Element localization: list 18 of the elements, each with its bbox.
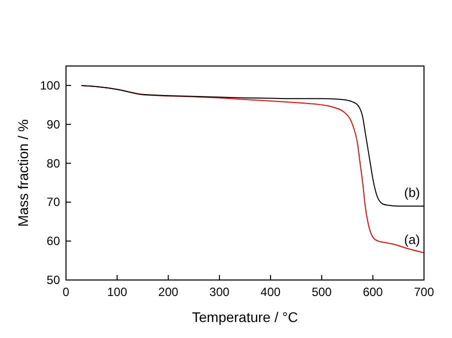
x-tick-label: 500	[312, 285, 332, 299]
x-axis-title: Temperature / °C	[192, 309, 298, 325]
x-tick-label: 0	[62, 285, 70, 299]
y-tick-label: 60	[46, 234, 60, 248]
y-tick-label: 100	[40, 78, 60, 92]
x-tick-label: 400	[260, 285, 281, 299]
x-tick-label: 300	[209, 285, 230, 299]
y-tick-label: 80	[46, 156, 60, 170]
x-tick-label: 700	[414, 285, 434, 299]
series-label: (b)	[404, 185, 420, 200]
series-label: (a)	[404, 232, 420, 247]
y-tick-label: 90	[46, 117, 60, 132]
y-tick-label: 50	[46, 273, 60, 287]
y-axis-title: Mass fraction / %	[15, 119, 31, 227]
x-tick-label: 100	[107, 285, 128, 299]
y-tick-label: 70	[46, 195, 60, 210]
x-tick-label: 600	[362, 285, 384, 299]
x-tick-label: 200	[158, 285, 179, 299]
